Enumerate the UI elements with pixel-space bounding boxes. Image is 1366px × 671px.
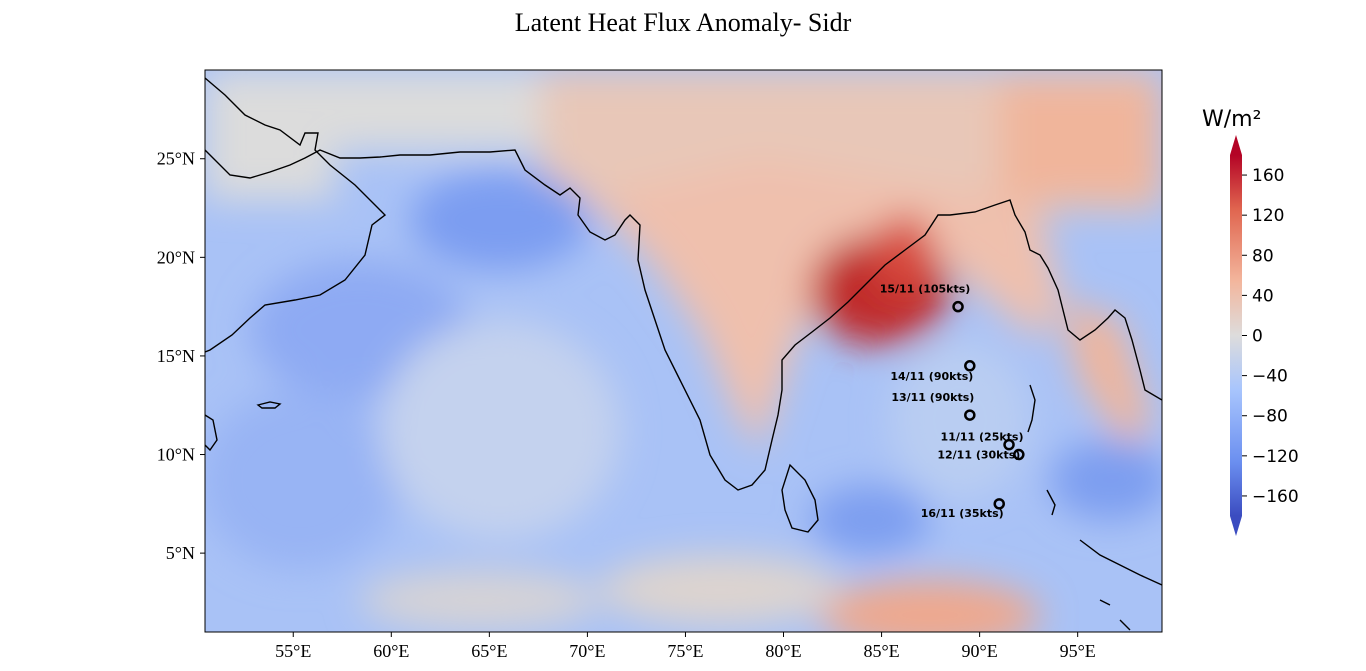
colorbar-tick-label: 120 — [1252, 206, 1284, 226]
y-axis: 5°N 10°N 15°N 20°N 25°N — [157, 149, 205, 563]
colorbar-tick-label: 0 — [1252, 327, 1263, 347]
colorbar-tick-label: 40 — [1252, 286, 1274, 306]
track-point — [993, 498, 1005, 510]
coastlines — [205, 77, 1162, 631]
storm-track: 15/11 (105kts) 14/11 (90kts) 13/11 (90kts)… — [880, 283, 1025, 520]
colorbar-max-arrow — [1230, 135, 1242, 155]
anomaly-field — [205, 70, 1162, 632]
x-tick-label: 80°E — [765, 641, 801, 661]
y-tick-label: 5°N — [166, 543, 195, 563]
colorbar-tick-label: −80 — [1252, 407, 1288, 427]
track-point — [952, 300, 964, 313]
coastline-persia — [205, 149, 1162, 491]
track-label: 16/11 (35kts) — [921, 507, 1004, 520]
y-tick-label: 25°N — [157, 149, 195, 169]
x-tick-label: 95°E — [1060, 641, 1096, 661]
colorbar-min-arrow — [1230, 516, 1242, 536]
coastline-sumatra — [1079, 539, 1162, 631]
coastline-srilanka — [781, 463, 819, 533]
colorbar-tick-label: −160 — [1252, 487, 1299, 507]
x-tick-label: 85°E — [863, 641, 899, 661]
track-point — [964, 360, 976, 372]
track-label: 15/11 (105kts) — [880, 283, 971, 296]
y-tick-label: 10°N — [157, 445, 195, 465]
track-label: 12/11 (30kts) — [937, 449, 1020, 462]
x-axis: 55°E 60°E 65°E 70°E 75°E 80°E 85°E 90°E 95°E — [275, 632, 1096, 661]
track-point — [1013, 448, 1025, 461]
colorbar-bar — [1230, 155, 1242, 516]
colorbar-title: W/m² — [1202, 107, 1261, 132]
colorbar-tick-label: −40 — [1252, 367, 1288, 387]
track-label: 11/11 (25kts) — [941, 431, 1024, 444]
track-label: 14/11 (90kts) — [890, 370, 973, 383]
y-tick-label: 20°N — [157, 247, 195, 267]
map-frame — [204, 69, 1163, 633]
chart-title: Latent Heat Flux Anomaly- Sidr — [514, 8, 852, 37]
colorbar-tick-label: 80 — [1252, 246, 1274, 266]
x-tick-label: 70°E — [569, 641, 605, 661]
y-tick-label: 15°N — [157, 346, 195, 366]
track-label: 13/11 (90kts) — [891, 391, 974, 404]
x-tick-label: 60°E — [373, 641, 409, 661]
track-point — [964, 409, 976, 421]
colorbar-ticks: 160 120 80 40 0 −40 −80 −120 −160 — [1242, 166, 1299, 507]
x-tick-label: 75°E — [667, 641, 703, 661]
colorbar-tick-label: 160 — [1252, 166, 1284, 186]
coastline-africa — [205, 414, 218, 452]
coastline-andaman — [1027, 384, 1056, 516]
colorbar: W/m² 160 120 80 40 0 −40 −80 −120 −160 — [1202, 107, 1299, 536]
x-tick-label: 65°E — [471, 641, 507, 661]
x-tick-label: 90°E — [962, 641, 998, 661]
coastline-socotra — [256, 401, 282, 409]
x-tick-label: 55°E — [275, 641, 311, 661]
track-point — [1003, 438, 1015, 451]
coastline-arabia — [205, 77, 387, 353]
colorbar-tick-label: −120 — [1252, 447, 1299, 467]
